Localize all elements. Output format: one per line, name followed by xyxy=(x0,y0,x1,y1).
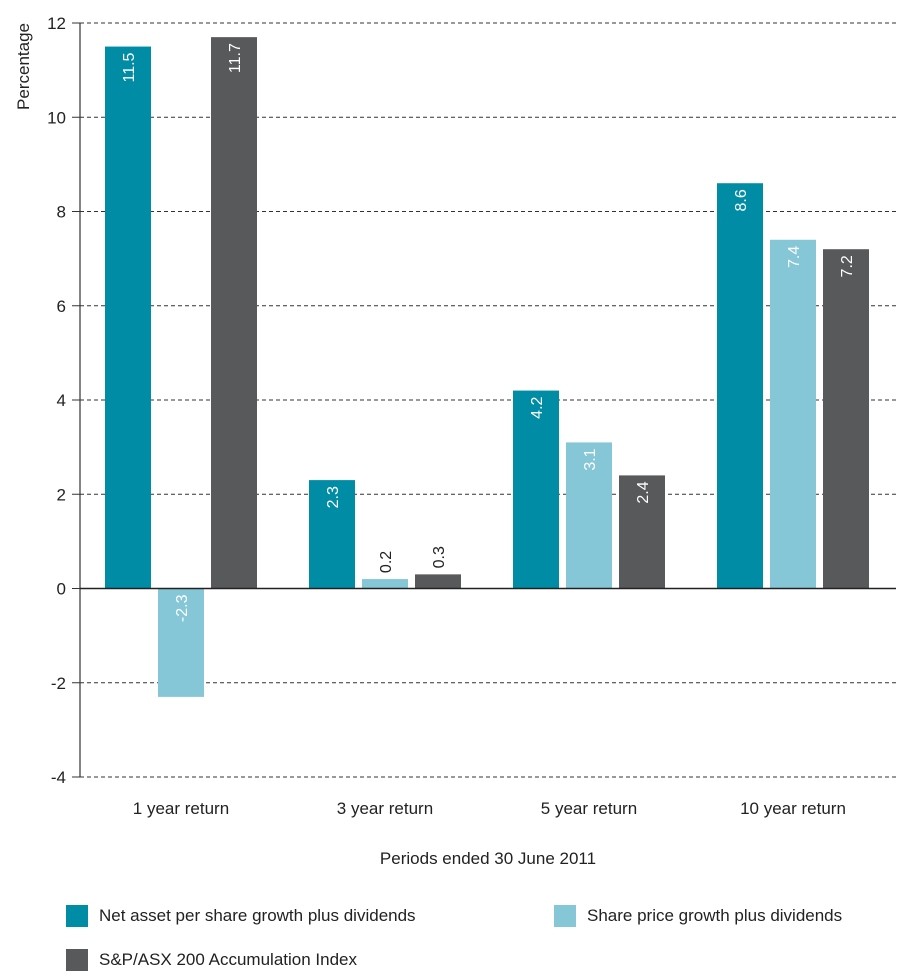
y-tick-label: 2 xyxy=(57,485,66,504)
bar xyxy=(309,480,355,589)
data-label: 0.2 xyxy=(378,551,395,573)
bar xyxy=(362,579,408,589)
bar-chart: -4 -2 0 2 4 6 8 10 12 11.5 -2.3 11.7 1 year return 2.… xyxy=(14,14,896,868)
y-axis-title: Percentage xyxy=(14,23,33,110)
x-category-label: 10 year return xyxy=(740,799,846,818)
bar xyxy=(211,37,257,589)
legend-label-share-price: Share price growth plus dividends xyxy=(587,906,843,925)
bar xyxy=(619,475,665,589)
legend-label-asx200: S&P/ASX 200 Accumulation Index xyxy=(99,950,357,969)
x-category-label: 5 year return xyxy=(541,799,637,818)
y-tick-label: 0 xyxy=(57,580,66,599)
legend-label-net-asset: Net asset per share growth plus dividend… xyxy=(99,906,416,925)
legend-item-share-price: Share price growth plus dividends xyxy=(554,905,842,927)
data-label: -2.3 xyxy=(174,594,191,622)
y-tick-label: 8 xyxy=(57,203,66,222)
y-tick-label: 12 xyxy=(47,14,66,33)
bar xyxy=(823,249,869,589)
data-label: 11.7 xyxy=(227,43,244,73)
y-tick-label: 6 xyxy=(57,297,66,316)
x-category-label: 3 year return xyxy=(337,799,433,818)
y-tick-label: -4 xyxy=(51,768,66,787)
bar xyxy=(415,574,461,589)
data-label: 2.3 xyxy=(325,486,342,508)
data-label: 4.2 xyxy=(529,396,546,418)
y-tick-label: -2 xyxy=(51,674,66,693)
legend-swatch-share-price xyxy=(554,905,576,927)
y-tick-label: 4 xyxy=(57,391,66,410)
data-label: 3.1 xyxy=(582,448,599,470)
x-category-label: 1 year return xyxy=(133,799,229,818)
bar xyxy=(770,239,816,589)
bar xyxy=(717,183,763,589)
data-label: 7.2 xyxy=(839,255,856,277)
bar xyxy=(513,390,559,589)
legend-swatch-asx200 xyxy=(66,949,88,971)
legend-swatch-net-asset xyxy=(66,905,88,927)
legend-item-net-asset: Net asset per share growth plus dividend… xyxy=(66,905,416,927)
bar xyxy=(566,442,612,589)
bar xyxy=(158,588,204,697)
data-label: 7.4 xyxy=(786,246,803,268)
x-axis-title: Periods ended 30 June 2011 xyxy=(380,849,596,868)
data-label: 11.5 xyxy=(121,52,138,82)
bar xyxy=(105,46,151,589)
legend-item-asx200: S&P/ASX 200 Accumulation Index xyxy=(66,949,357,971)
data-label: 8.6 xyxy=(733,189,750,211)
data-label: 0.3 xyxy=(431,546,448,568)
data-label: 2.4 xyxy=(635,481,652,503)
y-tick-label: 10 xyxy=(47,108,66,127)
